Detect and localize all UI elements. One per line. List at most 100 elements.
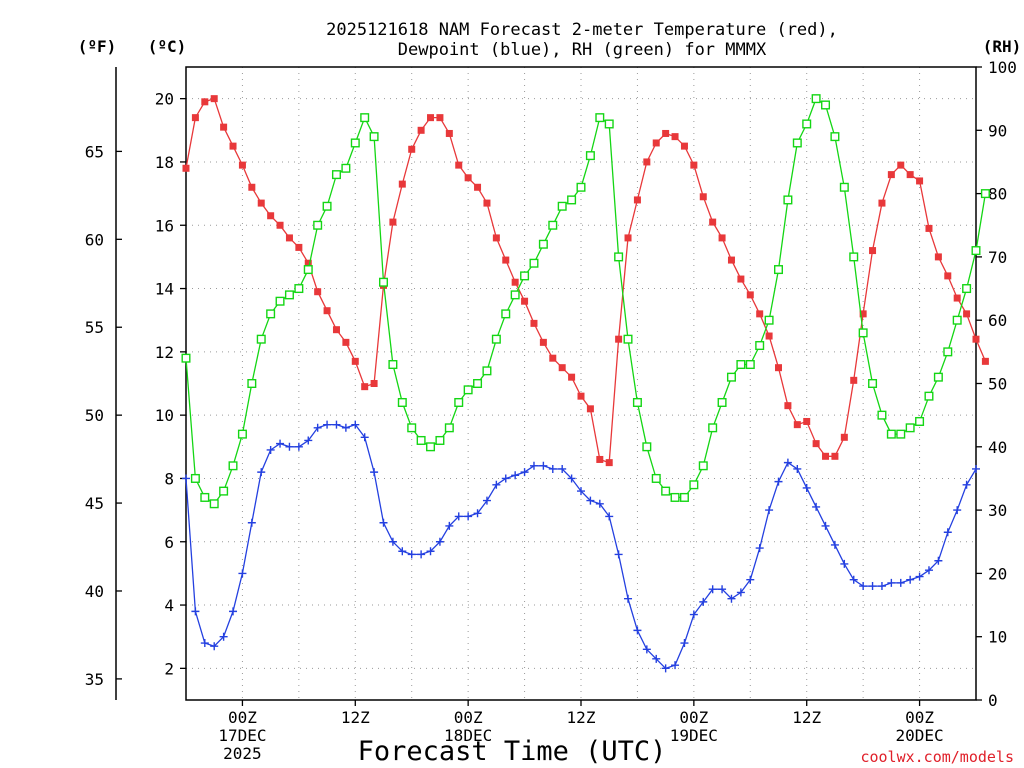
time-tick-label: 12Z — [792, 708, 821, 727]
temperature-point — [370, 380, 378, 387]
fahrenheit-ticks: 35 40 45 50 55 60 65 — [85, 142, 122, 689]
rh-point — [915, 416, 925, 426]
temperature-point — [944, 272, 952, 280]
rh-point — [473, 379, 483, 389]
dewpoint-point — [830, 540, 839, 549]
dewpoint-point — [652, 654, 661, 663]
temperature-point — [539, 338, 547, 346]
temperature-point — [859, 310, 867, 318]
dewpoint-point — [765, 506, 774, 515]
temperature-point — [201, 98, 209, 106]
dewpoint-point — [407, 550, 416, 559]
temperature-point — [916, 177, 924, 185]
rh-point — [877, 410, 887, 420]
fahrenheit-tick-label: 40 — [85, 582, 104, 601]
rh-point — [595, 113, 605, 123]
rh-point — [219, 486, 229, 496]
temperature-point — [549, 354, 557, 362]
rh-point — [520, 271, 530, 281]
rh-tick-label: 40 — [988, 438, 1007, 457]
dewpoint-point — [783, 458, 792, 467]
rh-point — [952, 315, 962, 325]
temperature-point — [304, 259, 312, 267]
dewpoint-point — [360, 433, 369, 442]
rh-point — [463, 385, 473, 395]
dewpoint-point — [614, 550, 623, 559]
dewpoint-point — [586, 496, 595, 505]
temperature-point — [963, 310, 971, 318]
rh-point — [614, 252, 624, 262]
dewpoint-point — [285, 442, 294, 451]
temperature-point — [605, 459, 613, 467]
rh-point — [980, 189, 990, 199]
rh-point — [426, 442, 436, 452]
temperature-point — [803, 417, 811, 425]
dewpoint-point — [341, 423, 350, 432]
rh-point — [745, 360, 755, 370]
temperature-point — [238, 161, 246, 169]
dewpoint-point — [529, 461, 538, 470]
dewpoint-point — [332, 420, 341, 429]
celsius-tick-label: 2 — [164, 659, 174, 678]
dewpoint-point — [435, 537, 444, 546]
fahrenheit-tick-label: 35 — [85, 670, 104, 689]
fahrenheit-axis-unit: (ºF) — [78, 37, 117, 56]
rh-point — [736, 360, 746, 370]
temperature-point — [869, 247, 877, 255]
rh-point — [868, 379, 878, 389]
dewpoint-point — [304, 436, 313, 445]
rh-point — [181, 353, 191, 363]
dewpoint-point — [953, 506, 962, 515]
temperature-point — [521, 297, 529, 305]
rh-ticks: 0 10 20 30 40 50 60 70 80 90 100 — [976, 58, 1017, 710]
temperature-point — [671, 133, 679, 141]
temperature-line — [185, 97, 986, 464]
temperature-point — [436, 114, 444, 122]
dewpoint-point — [661, 664, 670, 673]
dewpoint-point — [351, 420, 360, 429]
dewpoint-point — [849, 575, 858, 584]
fahrenheit-tick-label: 55 — [85, 318, 104, 337]
temperature-point — [558, 364, 566, 372]
dewpoint-point — [943, 528, 952, 537]
rh-point — [717, 397, 727, 407]
temperature-point — [765, 332, 773, 340]
rh-point — [821, 100, 831, 110]
temperature-point — [342, 338, 350, 346]
temperature-point — [699, 193, 707, 201]
temperature-point — [615, 335, 623, 343]
dewpoint-point — [482, 496, 491, 505]
credit-text: coolwx.com/models — [860, 748, 1014, 766]
dewpoint-point — [718, 585, 727, 594]
temperature-point — [210, 95, 218, 103]
temperature-point — [643, 158, 651, 166]
dewpoint-point — [210, 642, 219, 651]
rh-point — [726, 372, 736, 382]
rh-point — [905, 423, 915, 433]
rh-point — [397, 397, 407, 407]
rh-point — [379, 277, 389, 287]
rh-point — [435, 435, 445, 445]
temperature-point — [850, 376, 858, 384]
rh-point — [341, 163, 351, 173]
temperature-point — [746, 291, 754, 299]
temperature-point — [474, 183, 482, 191]
dewpoint-point — [379, 518, 388, 527]
celsius-tick-label: 16 — [155, 216, 174, 235]
chart-title-line-2: Dewpoint (blue), RH (green) for MMMX — [398, 40, 767, 60]
chart-title-line-1: 2025121618 NAM Forecast 2-meter Temperat… — [326, 20, 838, 40]
dewpoint-point — [276, 439, 285, 448]
temperature-point — [361, 383, 369, 391]
rh-point — [886, 429, 896, 439]
temperature-point — [389, 218, 397, 226]
dewpoint-point — [746, 575, 755, 584]
rh-point — [369, 132, 379, 142]
temperature-point — [285, 234, 293, 242]
temperature-point — [897, 161, 905, 169]
temperature-point — [276, 221, 284, 229]
dewpoint-point — [887, 578, 896, 587]
rh-point — [454, 397, 464, 407]
rh-point — [623, 334, 633, 344]
rh-point — [388, 360, 398, 370]
dewpoint-point — [238, 569, 247, 578]
